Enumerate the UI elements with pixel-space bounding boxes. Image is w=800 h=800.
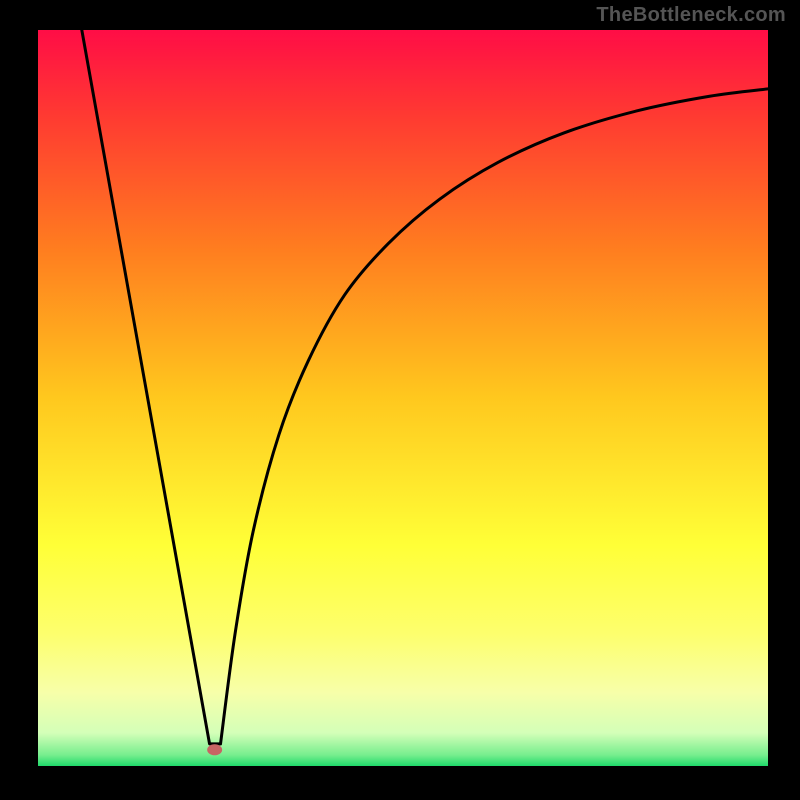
chart-frame: TheBottleneck.com bbox=[0, 0, 800, 800]
watermark-text: TheBottleneck.com bbox=[596, 4, 786, 27]
bottleneck-chart bbox=[38, 30, 768, 766]
optimal-point-marker bbox=[208, 745, 222, 755]
